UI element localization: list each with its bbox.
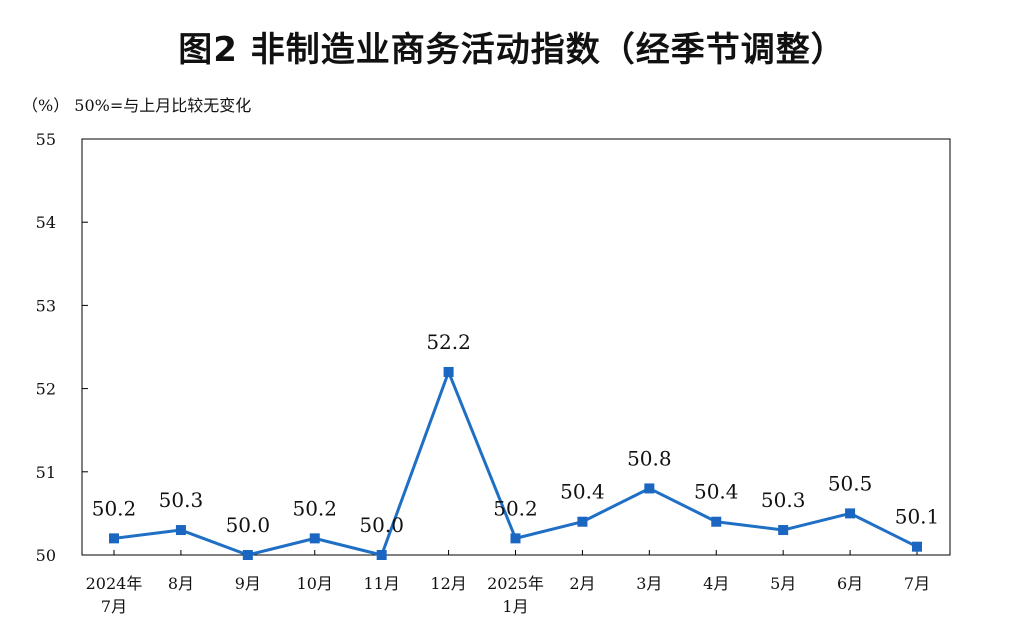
x-tick-label: 12月 <box>430 574 466 593</box>
unit-note: （%） 50%=与上月比较无变化 <box>22 96 252 115</box>
chart-title: 图2 非制造业商务活动指数（经季节调整） <box>178 30 846 70</box>
y-tick-label: 53 <box>36 296 56 315</box>
x-tick-label: 10月 <box>297 574 333 593</box>
y-tick-label: 52 <box>36 380 56 399</box>
data-label: 50.2 <box>92 496 137 520</box>
x-tick-label: 8月 <box>168 574 194 593</box>
x-tick-label: 9月 <box>235 574 261 593</box>
data-point-marker <box>644 483 655 494</box>
data-point-marker <box>845 508 856 519</box>
data-label: 50.2 <box>493 496 538 520</box>
data-point-marker <box>443 366 454 377</box>
data-label: 50.0 <box>359 513 404 537</box>
x-tick-label: 3月 <box>636 574 662 593</box>
y-tick-label: 54 <box>36 213 56 232</box>
data-label: 50.8 <box>627 446 672 470</box>
data-point-marker <box>510 533 521 544</box>
x-tick-label: 2025年 1月 <box>487 574 544 616</box>
x-tick-label: 11月 <box>363 574 399 593</box>
data-label: 50.4 <box>560 480 605 504</box>
data-point-marker <box>309 533 320 544</box>
x-tick-label: 5月 <box>770 574 796 593</box>
y-tick-label: 50 <box>36 546 56 565</box>
data-point-marker <box>109 533 119 544</box>
data-point-marker <box>778 525 789 536</box>
data-point-marker <box>711 516 722 527</box>
data-point-marker <box>577 516 588 527</box>
x-tick-label: 6月 <box>837 574 863 593</box>
y-tick-label: 55 <box>36 130 56 149</box>
data-point-marker <box>376 550 387 560</box>
data-label: 50.1 <box>895 505 940 529</box>
x-tick-label: 4月 <box>703 574 729 593</box>
x-tick-label: 7月 <box>904 574 930 593</box>
data-label: 50.5 <box>828 471 873 495</box>
data-label: 50.4 <box>694 480 739 504</box>
plot-frame <box>81 138 951 556</box>
x-tick-label: 2月 <box>569 574 595 593</box>
data-label: 50.0 <box>226 513 271 537</box>
data-label: 50.3 <box>761 488 806 512</box>
data-label: 50.3 <box>159 488 204 512</box>
data-point-marker <box>912 541 922 552</box>
data-label: 52.2 <box>426 330 471 354</box>
data-label: 50.2 <box>292 496 337 520</box>
data-point-marker <box>242 550 253 560</box>
y-tick-label: 51 <box>36 463 56 482</box>
x-tick-label: 2024年 7月 <box>86 574 143 616</box>
data-point-marker <box>175 525 186 536</box>
